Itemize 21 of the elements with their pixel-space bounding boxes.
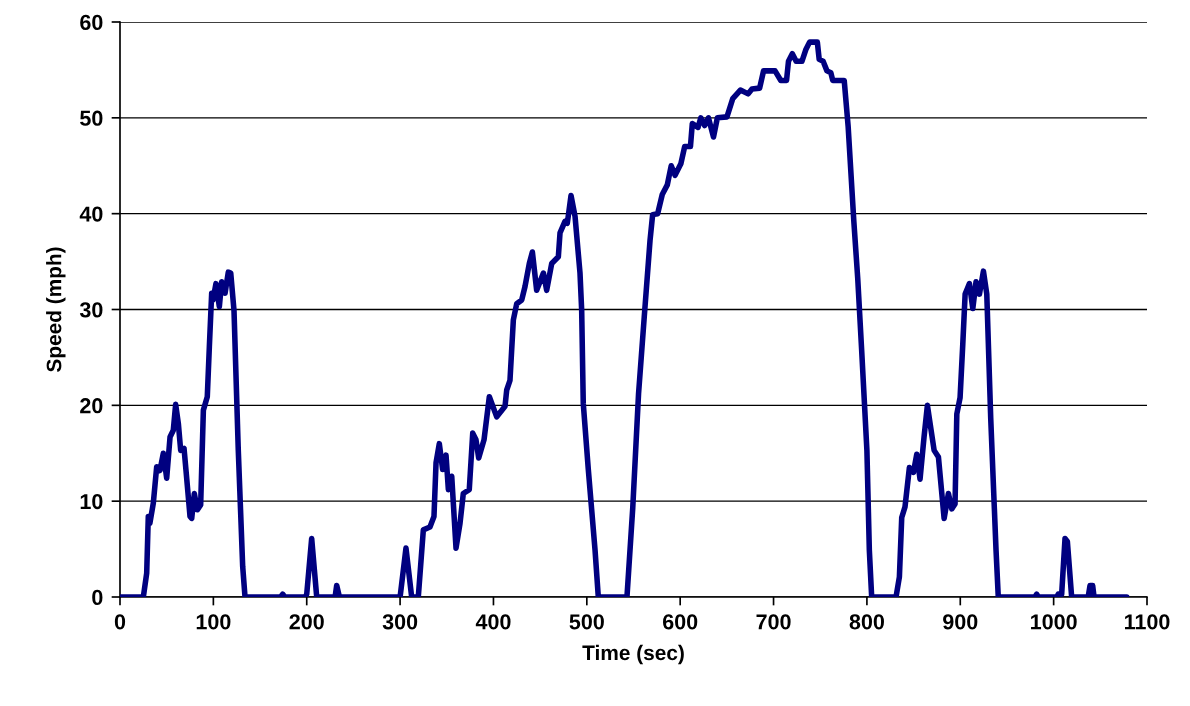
y-tick-label: 50 xyxy=(80,110,103,126)
x-tick-label: 300 xyxy=(382,614,418,630)
y-tick-label: 40 xyxy=(79,206,103,222)
x-tick-label: 800 xyxy=(849,614,884,630)
x-tick-label: 600 xyxy=(663,614,698,630)
y-tick-label: 0 xyxy=(92,589,103,606)
x-tick-label: 1100 xyxy=(1125,614,1170,630)
y-axis-title: Speed (mph) xyxy=(46,247,66,372)
x-tick-label: 700 xyxy=(756,614,791,630)
y-tick-label: 20 xyxy=(80,398,103,414)
x-tick-label: 200 xyxy=(289,614,324,630)
x-tick-label: 400 xyxy=(475,614,511,630)
y-tick-label: 60 xyxy=(80,14,103,31)
x-tick-label: 100 xyxy=(196,614,231,630)
x-tick-label: 1000 xyxy=(1031,614,1077,630)
y-tick-label: 10 xyxy=(80,493,103,510)
y-tick-label: 30 xyxy=(79,302,103,318)
x-tick-label: 900 xyxy=(943,614,978,630)
x-tick-label: 500 xyxy=(569,614,604,630)
x-axis-title: Time (sec) xyxy=(582,644,684,665)
x-tick-label: 0 xyxy=(114,614,126,630)
